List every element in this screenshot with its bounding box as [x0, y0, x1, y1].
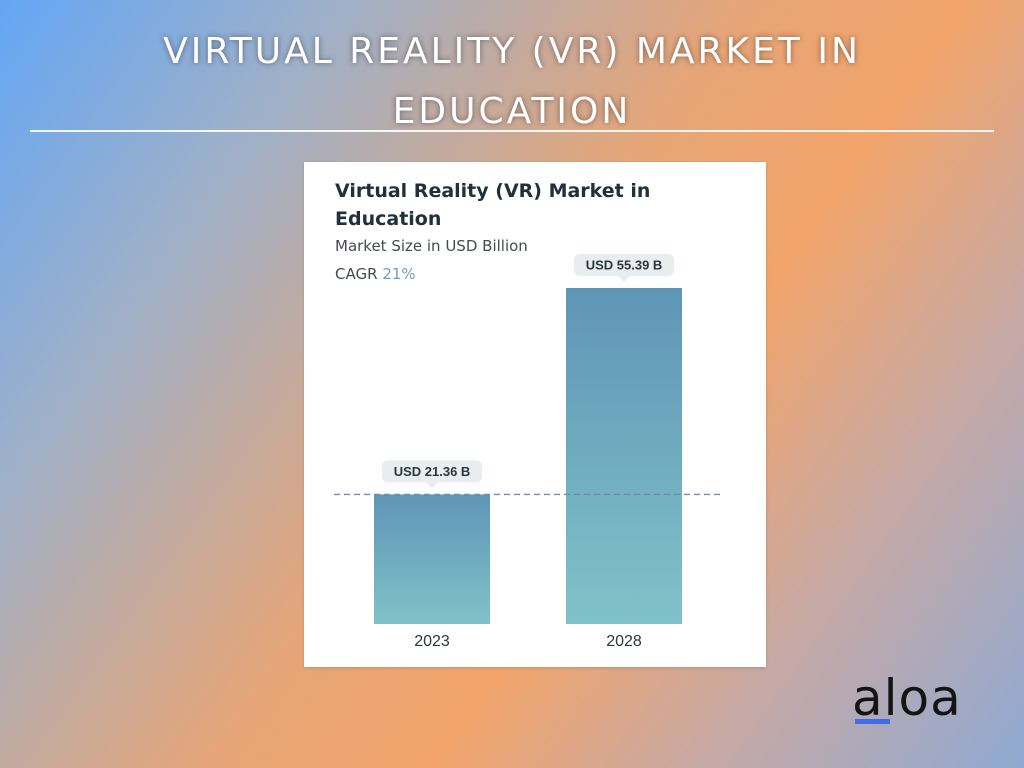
- cagr-label: CAGR: [335, 265, 378, 283]
- x-tick-label-2023: 2023: [414, 633, 450, 650]
- bar-chart: USD 21.36 B 2023 USD 55.39 B 2028: [334, 254, 722, 650]
- title-divider: [30, 130, 994, 132]
- cagr-value: 21%: [382, 265, 416, 283]
- data-label-2028: USD 55.39 B: [574, 254, 674, 282]
- bar-2028: [566, 288, 682, 624]
- chart-subtitle: Market Size in USD Billion: [335, 237, 528, 255]
- chart-title: Virtual Reality (VR) Market in Education: [335, 180, 651, 230]
- aloa-logo: aloa: [852, 669, 962, 727]
- bar-2023: [374, 494, 490, 624]
- svg-text:USD 55.39 B: USD 55.39 B: [586, 258, 663, 273]
- data-label-2023: USD 21.36 B: [382, 460, 482, 489]
- chart-card: Virtual Reality (VR) Market in Education…: [304, 162, 766, 667]
- x-tick-label-2028: 2028: [606, 633, 642, 650]
- svg-text:USD 21.36 B: USD 21.36 B: [394, 464, 471, 479]
- logo-underline: [855, 719, 890, 724]
- page-title: VIRTUAL REALITY (VR) MARKET IN EDUCATION: [163, 31, 861, 132]
- cagr-line: CAGR 21%: [335, 265, 416, 283]
